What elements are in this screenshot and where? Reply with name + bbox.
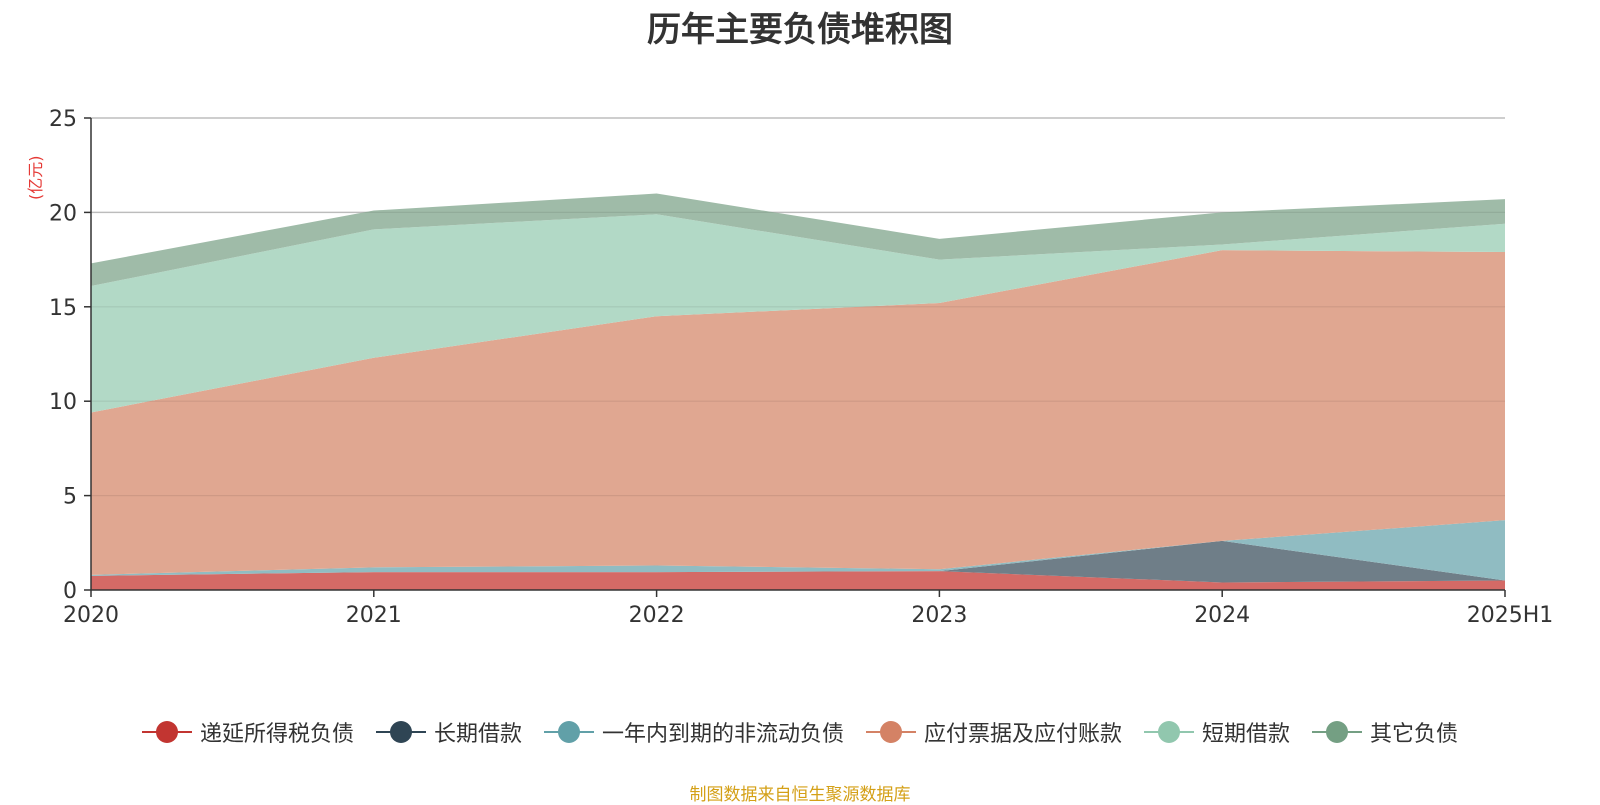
y-tick-label: 25 bbox=[49, 107, 77, 132]
x-tick-label: 2024 bbox=[1194, 603, 1250, 628]
legend-label: 应付票据及应付账款 bbox=[924, 722, 1123, 747]
legend-item-2[interactable]: 长期借款 bbox=[375, 716, 522, 748]
legend-item-4[interactable]: 应付票据及应付账款 bbox=[866, 716, 1122, 748]
x-tick-label: 2023 bbox=[911, 603, 967, 628]
y-tick-label: 10 bbox=[49, 390, 77, 415]
area-series-3[interactable] bbox=[91, 520, 1505, 581]
y-tick-label: 0 bbox=[63, 579, 77, 604]
area-series-6[interactable] bbox=[91, 193, 1505, 287]
legend-item-5[interactable]: 短期借款 bbox=[1144, 716, 1290, 748]
x-tick-label: 2022 bbox=[629, 603, 685, 628]
legend-dot bbox=[155, 721, 178, 743]
legend-marker-icon bbox=[543, 720, 594, 744]
legend-label: 一年内到期的非流动负债 bbox=[601, 722, 844, 747]
legend-item-3[interactable]: 一年内到期的非流动负债 bbox=[543, 716, 844, 748]
y-tick-label: 20 bbox=[49, 201, 77, 226]
legend-marker-icon bbox=[1144, 720, 1195, 744]
axes: 0 5 10 15 20 25 2020 2021 2022 2023 2024 2025H1 bbox=[49, 107, 1553, 628]
legend-item-6[interactable]: 其它负债 bbox=[1312, 716, 1458, 748]
area-series-4[interactable] bbox=[91, 250, 1505, 575]
legend: 递延所得税负债 长期借款 一年内到期的非流动负债 应付票据及应付账款 短期借款 其它负债 bbox=[0, 716, 1600, 748]
legend-item-1[interactable]: 递延所得税负债 bbox=[141, 716, 354, 748]
legend-label: 短期借款 bbox=[1202, 722, 1291, 747]
legend-dot bbox=[557, 721, 580, 743]
legend-dot bbox=[1158, 721, 1181, 743]
area-series-5[interactable] bbox=[91, 214, 1505, 413]
legend-marker-icon bbox=[141, 720, 192, 744]
legend-label: 其它负债 bbox=[1370, 722, 1459, 747]
chart-title: 历年主要负债堆积图 bbox=[647, 10, 953, 50]
data-source-note: 制图数据来自恒生聚源数据库 bbox=[689, 785, 911, 805]
legend-dot bbox=[1326, 721, 1349, 743]
area-series bbox=[91, 193, 1505, 590]
legend-marker-icon bbox=[375, 720, 426, 744]
legend-marker-icon bbox=[866, 720, 916, 744]
legend-marker-icon bbox=[1312, 720, 1363, 744]
x-tick-label: 2021 bbox=[346, 603, 402, 628]
area-series-2[interactable] bbox=[91, 540, 1505, 583]
legend-label: 长期借款 bbox=[433, 722, 522, 747]
y-tick-label: 5 bbox=[63, 485, 77, 510]
area-series-1[interactable] bbox=[91, 571, 1505, 590]
x-tick-label: 2020 bbox=[63, 603, 119, 628]
legend-label: 递延所得税负债 bbox=[199, 722, 354, 747]
stacked-area-chart: 0 5 10 15 20 25 2020 2021 2022 2023 2024 2025H1 bbox=[49, 107, 1553, 628]
y-tick-label: 15 bbox=[49, 296, 77, 321]
legend-dot bbox=[880, 721, 902, 743]
x-tick-label: 2025H1 bbox=[1467, 603, 1554, 628]
legend-dot bbox=[389, 721, 412, 743]
